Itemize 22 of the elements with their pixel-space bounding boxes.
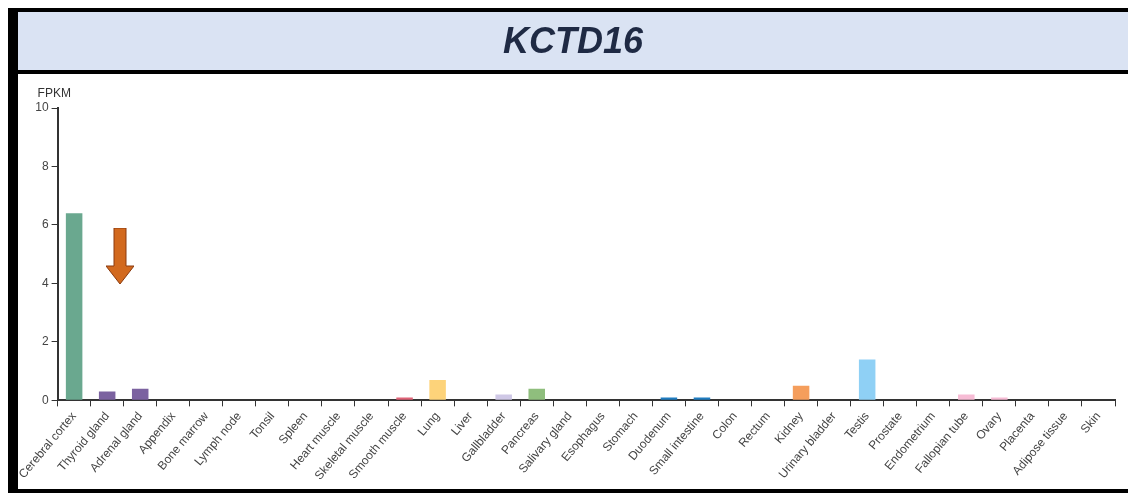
y-tick-label: 8 [41, 158, 49, 173]
bar [495, 394, 512, 400]
bar [429, 379, 446, 400]
bar [396, 397, 413, 400]
bar [131, 388, 149, 400]
x-tick-label: Skin [1077, 409, 1104, 436]
bar [65, 213, 83, 400]
bar [660, 397, 678, 400]
y-tick-label: 6 [41, 217, 49, 232]
chart-title: KCTD16 [502, 20, 644, 62]
bar [792, 385, 810, 400]
y-tick-label: 0 [41, 392, 49, 407]
y-tick-label: 10 [35, 100, 49, 115]
bar [693, 397, 711, 400]
bar [98, 391, 116, 400]
y-tick-label: 2 [41, 334, 49, 349]
y-tick-label: 4 [41, 275, 49, 290]
bar [528, 388, 545, 400]
y-axis-title: FPKM [37, 86, 71, 101]
bar [958, 394, 975, 400]
bar [858, 359, 876, 400]
bar [991, 397, 1008, 400]
